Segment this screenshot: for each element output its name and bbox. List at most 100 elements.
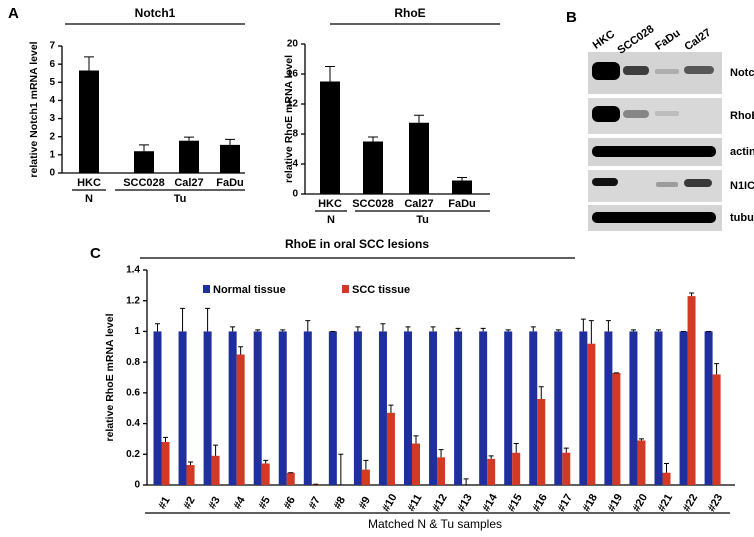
error-bar bbox=[263, 459, 269, 464]
y-tick-label: 5 bbox=[49, 77, 55, 88]
error-bar bbox=[580, 318, 586, 332]
x-tick-label: #18 bbox=[580, 492, 600, 514]
bar bbox=[479, 331, 488, 485]
error-bar bbox=[188, 461, 194, 466]
bar bbox=[504, 331, 513, 485]
x-tick-label: #10 bbox=[380, 492, 400, 514]
y-tick-label: 3 bbox=[49, 113, 55, 124]
error-bar bbox=[689, 292, 695, 297]
x-tick-label: #20 bbox=[631, 492, 651, 514]
western-blot bbox=[588, 52, 722, 231]
bar bbox=[637, 440, 646, 485]
y-tick-label: 0 bbox=[49, 168, 55, 179]
error-bar bbox=[388, 404, 394, 413]
error-bar bbox=[405, 326, 411, 332]
error-bar bbox=[355, 326, 361, 332]
error-bar bbox=[205, 307, 211, 332]
x-tick-label: #13 bbox=[455, 492, 475, 514]
x-tick-label: #7 bbox=[306, 495, 323, 512]
x-tick-label: #23 bbox=[706, 492, 726, 514]
bar bbox=[203, 331, 212, 485]
error-bar bbox=[225, 138, 235, 145]
error-bar bbox=[305, 320, 311, 332]
x-tick-label: #2 bbox=[181, 495, 198, 512]
error-bar bbox=[438, 449, 444, 458]
bar bbox=[161, 442, 170, 485]
band bbox=[592, 178, 618, 186]
y-tick-label: 0.8 bbox=[126, 357, 140, 368]
x-axis-label: Matched N & Tu samples bbox=[368, 517, 502, 531]
x-tick-label: SCC028 bbox=[352, 198, 394, 210]
panel-label: A bbox=[8, 5, 19, 22]
band bbox=[655, 69, 679, 74]
bar bbox=[363, 141, 383, 194]
bar bbox=[512, 452, 521, 485]
panel-label: B bbox=[566, 9, 577, 26]
bar bbox=[178, 331, 187, 485]
bar bbox=[437, 457, 446, 485]
group-label: Tu bbox=[416, 214, 429, 226]
x-tick-label: #4 bbox=[231, 494, 248, 511]
error-bar bbox=[538, 386, 544, 399]
x-tick-label: #6 bbox=[281, 495, 298, 512]
bar bbox=[303, 331, 312, 485]
error-bar bbox=[513, 443, 519, 453]
row-label: actin bbox=[730, 146, 754, 158]
x-tick-label: #9 bbox=[357, 495, 374, 512]
error-bar bbox=[155, 323, 160, 332]
bar bbox=[220, 144, 240, 173]
bar bbox=[386, 412, 395, 485]
error-bar bbox=[455, 327, 461, 332]
x-tick-label: #19 bbox=[606, 492, 626, 514]
band bbox=[592, 146, 716, 157]
bar bbox=[179, 140, 199, 173]
error-bar bbox=[505, 329, 511, 332]
y-tick-label: 2 bbox=[49, 131, 55, 142]
x-tick-label: FaDu bbox=[216, 177, 244, 189]
x-tick-label: #5 bbox=[256, 495, 273, 512]
x-tick-label: #21 bbox=[656, 492, 676, 514]
error-bar bbox=[457, 177, 467, 181]
legend-swatch bbox=[342, 285, 349, 293]
bar bbox=[629, 331, 638, 485]
y-tick-label: 8 bbox=[292, 129, 298, 140]
y-tick-label: 0.2 bbox=[126, 449, 140, 460]
bar bbox=[328, 331, 337, 485]
x-tick-label: #15 bbox=[505, 492, 525, 514]
y-tick-label: 1 bbox=[49, 149, 55, 160]
bar bbox=[612, 372, 621, 485]
x-tick-label: Cal27 bbox=[404, 198, 433, 210]
legend-label: SCC tissue bbox=[352, 284, 410, 296]
bar bbox=[537, 399, 546, 485]
y-tick-label: 0 bbox=[134, 480, 140, 491]
band bbox=[592, 62, 620, 80]
error-bar bbox=[656, 329, 661, 332]
x-tick-label: #16 bbox=[530, 492, 550, 514]
bar bbox=[712, 374, 721, 485]
y-tick-label: 1 bbox=[134, 326, 140, 337]
y-axis-label: relative RhoE mRNA level bbox=[104, 313, 116, 441]
error-bar bbox=[488, 455, 494, 459]
bar bbox=[253, 331, 262, 485]
lane-label: FaDu bbox=[653, 27, 682, 53]
bar bbox=[529, 331, 538, 485]
chart-title: RhoE bbox=[394, 6, 425, 20]
y-tick-label: 6 bbox=[49, 59, 55, 70]
band bbox=[684, 179, 712, 187]
y-tick-label: 4 bbox=[292, 159, 298, 170]
error-bar bbox=[430, 326, 436, 332]
x-tick-label: #12 bbox=[430, 492, 450, 514]
error-bar bbox=[84, 56, 94, 71]
y-tick-label: 0.6 bbox=[126, 387, 140, 398]
bar bbox=[554, 331, 563, 485]
bar bbox=[361, 469, 370, 485]
bar bbox=[286, 472, 295, 485]
bar bbox=[186, 465, 195, 485]
y-tick-label: 16 bbox=[287, 69, 299, 80]
error-bar bbox=[530, 326, 536, 332]
row-label: Notch1 bbox=[730, 67, 754, 79]
bar bbox=[579, 331, 588, 485]
bar bbox=[409, 122, 429, 194]
panel-label: C bbox=[90, 245, 101, 262]
band bbox=[623, 110, 649, 118]
